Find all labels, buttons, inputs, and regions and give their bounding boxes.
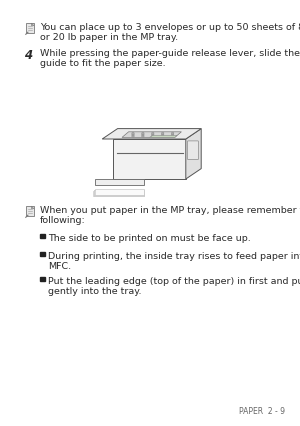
Polygon shape [122,132,182,138]
Circle shape [152,135,154,138]
Circle shape [152,134,154,136]
Polygon shape [94,190,144,195]
Text: PAPER  2 - 9: PAPER 2 - 9 [239,407,285,416]
Bar [26,206,34,216]
Text: Put the leading edge (top of the paper) in first and push it: Put the leading edge (top of the paper) … [48,277,300,286]
Polygon shape [94,190,144,196]
Text: guide to fit the paper size.: guide to fit the paper size. [40,59,166,68]
Bar [40,234,44,238]
Polygon shape [32,23,34,26]
Circle shape [132,132,134,135]
Text: When you put paper in the MP tray, please remember the: When you put paper in the MP tray, pleas… [40,206,300,215]
Text: The side to be printed on must be face up.: The side to be printed on must be face u… [48,234,251,243]
Bar [40,252,44,256]
Polygon shape [94,179,144,184]
Polygon shape [102,129,201,139]
Polygon shape [186,129,201,179]
Circle shape [142,134,144,136]
Circle shape [132,135,134,138]
Circle shape [161,135,164,138]
Polygon shape [94,190,144,196]
Bar [26,23,34,33]
Circle shape [142,135,144,138]
Text: While pressing the paper-guide release lever, slide the paper: While pressing the paper-guide release l… [40,49,300,58]
Circle shape [171,132,174,135]
Polygon shape [93,191,144,196]
Circle shape [171,135,174,138]
Circle shape [161,134,164,136]
Polygon shape [32,206,34,209]
Bar [40,277,44,281]
Circle shape [171,134,174,136]
FancyBboxPatch shape [188,141,198,159]
Text: or 20 lb paper in the MP tray.: or 20 lb paper in the MP tray. [40,33,178,42]
Text: following:: following: [40,216,86,225]
Circle shape [161,132,164,135]
Text: During printing, the inside tray rises to feed paper into the: During printing, the inside tray rises t… [48,252,300,261]
Circle shape [132,134,134,136]
Circle shape [152,132,154,135]
Text: 4: 4 [24,49,32,62]
Text: You can place up to 3 envelopes or up to 50 sheets of 80 g/m²: You can place up to 3 envelopes or up to… [40,23,300,32]
Polygon shape [149,135,177,138]
Text: gently into the tray.: gently into the tray. [48,287,142,296]
Polygon shape [113,139,186,179]
Text: MFC.: MFC. [48,262,71,271]
Circle shape [142,132,144,135]
